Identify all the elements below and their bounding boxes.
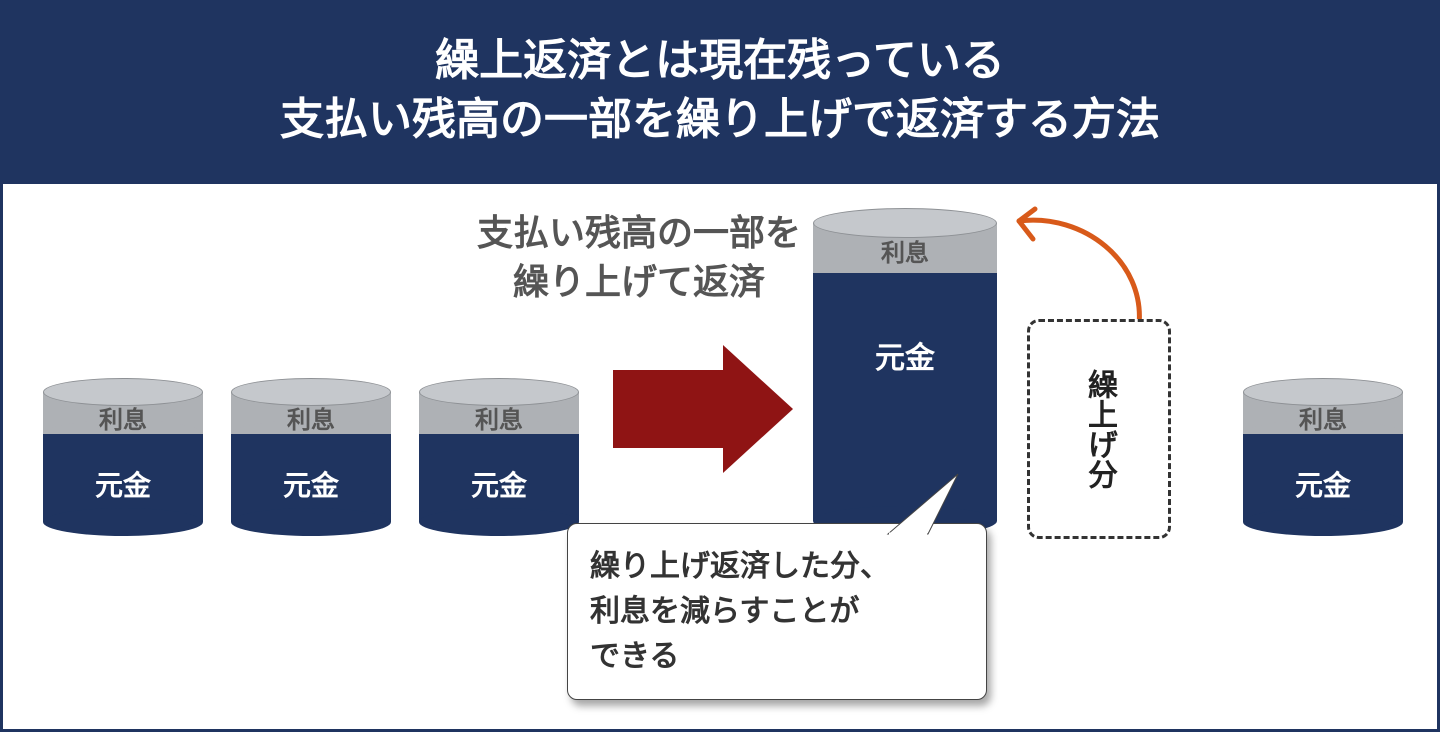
callout-tail-icon [858, 474, 978, 544]
extra-portion-label: 繰上げ分 [1030, 342, 1168, 516]
principal-label: 元金 [1243, 464, 1403, 504]
cylinder-small-4: 利息元金 [1243, 378, 1403, 536]
callout-line-3: できる [590, 634, 964, 679]
cylinder-small-1: 利息元金 [43, 378, 203, 536]
diagram-frame: 繰上返済とは現在残っている 支払い残高の一部を繰り上げで返済する方法 利息元金 … [0, 0, 1440, 732]
principal-label: 元金 [419, 464, 579, 504]
extra-portion-box: 繰上げ分 [1027, 319, 1171, 539]
callout-box: 繰り上げ返済した分、 利息を減らすことが できる [567, 523, 987, 700]
principal-label: 元金 [231, 464, 391, 504]
cylinder-small-3: 利息元金 [419, 378, 579, 536]
principal-label: 元金 [43, 464, 203, 504]
header-line-2: 支払い残高の一部を繰り上げで返済する方法 [13, 90, 1427, 149]
principal-label: 元金 [813, 333, 997, 377]
curved-arrow-icon [1001, 203, 1151, 333]
arrow-right-icon [613, 345, 793, 473]
overlay-line-1: 支払い残高の一部を [477, 209, 801, 258]
overlay-line-2: 繰り上げて返済 [477, 258, 801, 307]
callout-line-2: 利息を減らすことが [590, 589, 964, 634]
callout-line-1: 繰り上げ返済した分、 [590, 544, 964, 589]
interest-label: 利息 [813, 233, 997, 268]
cylinder-small-2: 利息元金 [231, 378, 391, 536]
header-line-1: 繰上返済とは現在残っている [13, 31, 1427, 90]
overlay-caption: 支払い残高の一部を 繰り上げて返済 [477, 209, 801, 306]
header-banner: 繰上返済とは現在残っている 支払い残高の一部を繰り上げで返済する方法 [3, 3, 1437, 184]
